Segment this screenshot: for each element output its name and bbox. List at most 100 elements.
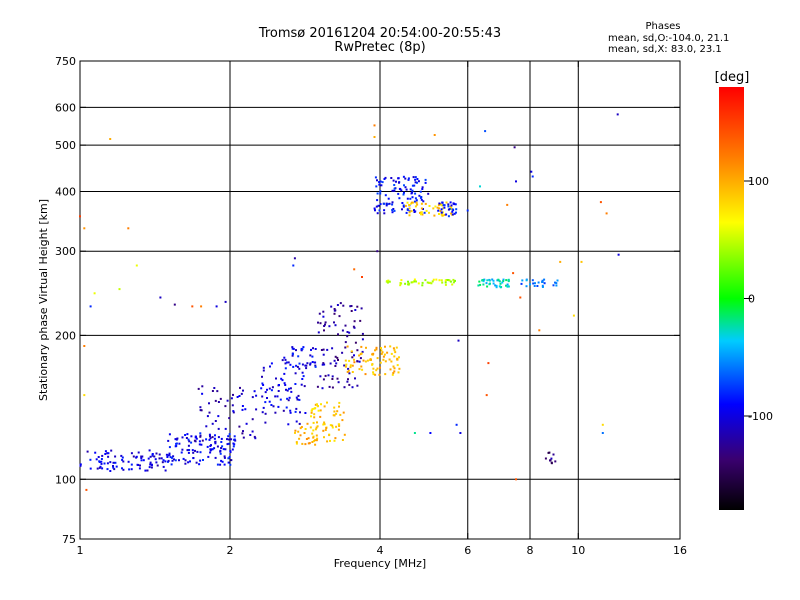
data-point: [379, 180, 382, 183]
data-point: [329, 424, 332, 427]
data-point: [103, 462, 106, 465]
data-point: [334, 365, 337, 367]
data-point: [335, 425, 338, 428]
plot-title-line2: RwPretec (8p): [334, 40, 426, 55]
data-point: [110, 449, 113, 452]
data-point: [175, 438, 178, 441]
data-point: [351, 356, 354, 359]
data-point: [383, 212, 386, 215]
data-point: [315, 439, 318, 442]
data-point: [312, 429, 315, 432]
data-point: [223, 455, 226, 458]
data-point: [344, 346, 347, 349]
data-point: [298, 398, 301, 401]
data-point: [120, 454, 123, 457]
data-point: [345, 363, 348, 366]
data-point: [316, 421, 318, 424]
data-point: [219, 463, 222, 466]
data-point: [360, 345, 363, 348]
data-point: [344, 365, 347, 368]
data-point: [344, 324, 347, 327]
data-point: [127, 460, 130, 463]
data-point: [331, 424, 334, 427]
data-point: [291, 354, 294, 357]
data-point: [410, 281, 413, 284]
data-point: [408, 214, 411, 217]
data-point: [601, 432, 604, 434]
data-point: [317, 321, 319, 324]
data-point: [242, 436, 245, 439]
data-point: [416, 203, 419, 206]
data-point: [420, 211, 423, 214]
data-point: [447, 215, 450, 218]
data-point: [410, 201, 413, 204]
data-point: [361, 332, 364, 335]
data-point: [450, 212, 453, 215]
x-tick-label: 16: [673, 544, 687, 557]
data-point: [485, 394, 488, 397]
data-point: [443, 213, 446, 216]
data-point: [417, 180, 420, 183]
data-point: [394, 351, 397, 354]
y-tick-label: 750: [55, 55, 76, 68]
data-point: [302, 346, 305, 349]
data-point: [171, 459, 174, 462]
data-point: [536, 285, 539, 287]
data-point: [332, 414, 335, 417]
data-point: [194, 435, 197, 438]
data-point: [416, 181, 418, 184]
data-point: [507, 280, 510, 283]
data-point: [386, 203, 389, 206]
data-point: [405, 211, 408, 214]
data-point: [447, 208, 450, 211]
data-point: [224, 300, 227, 303]
data-point: [384, 360, 387, 363]
data-point: [159, 296, 162, 299]
data-point: [219, 449, 222, 452]
data-point: [144, 469, 147, 472]
data-point: [227, 461, 230, 464]
data-point: [289, 409, 292, 412]
data-point: [502, 278, 505, 281]
data-point: [421, 213, 424, 216]
data-point: [137, 451, 140, 454]
data-point: [386, 281, 389, 284]
data-point: [170, 463, 173, 466]
x-tick-label: 2: [227, 544, 234, 557]
data-point: [393, 187, 396, 190]
data-point: [374, 373, 377, 376]
data-point: [114, 461, 117, 464]
data-point: [406, 197, 409, 200]
data-point: [421, 281, 424, 284]
data-point: [241, 408, 244, 411]
data-point: [226, 438, 228, 441]
data-point: [198, 440, 201, 443]
data-point: [452, 278, 455, 281]
data-point: [404, 204, 407, 207]
data-point: [337, 333, 339, 336]
data-point: [109, 461, 112, 464]
data-point: [379, 361, 382, 364]
data-point: [291, 346, 294, 349]
data-point: [404, 282, 407, 285]
y-tick-label: 500: [55, 139, 76, 152]
data-point: [347, 369, 350, 372]
data-point: [189, 460, 191, 463]
data-point: [142, 459, 145, 462]
data-point: [219, 452, 222, 455]
data-point: [360, 365, 363, 368]
data-point: [227, 438, 230, 441]
data-point: [420, 213, 422, 216]
data-point: [99, 465, 102, 468]
data-point: [193, 439, 196, 442]
data-point: [261, 375, 263, 378]
data-point: [326, 401, 328, 404]
data-point: [393, 349, 396, 352]
data-point: [408, 207, 411, 210]
x-axis-label: Frequency [MHz]: [334, 557, 426, 570]
data-point: [338, 405, 340, 408]
data-point: [93, 292, 96, 295]
data-point: [351, 364, 354, 367]
data-point: [388, 280, 391, 283]
data-point: [390, 177, 393, 179]
